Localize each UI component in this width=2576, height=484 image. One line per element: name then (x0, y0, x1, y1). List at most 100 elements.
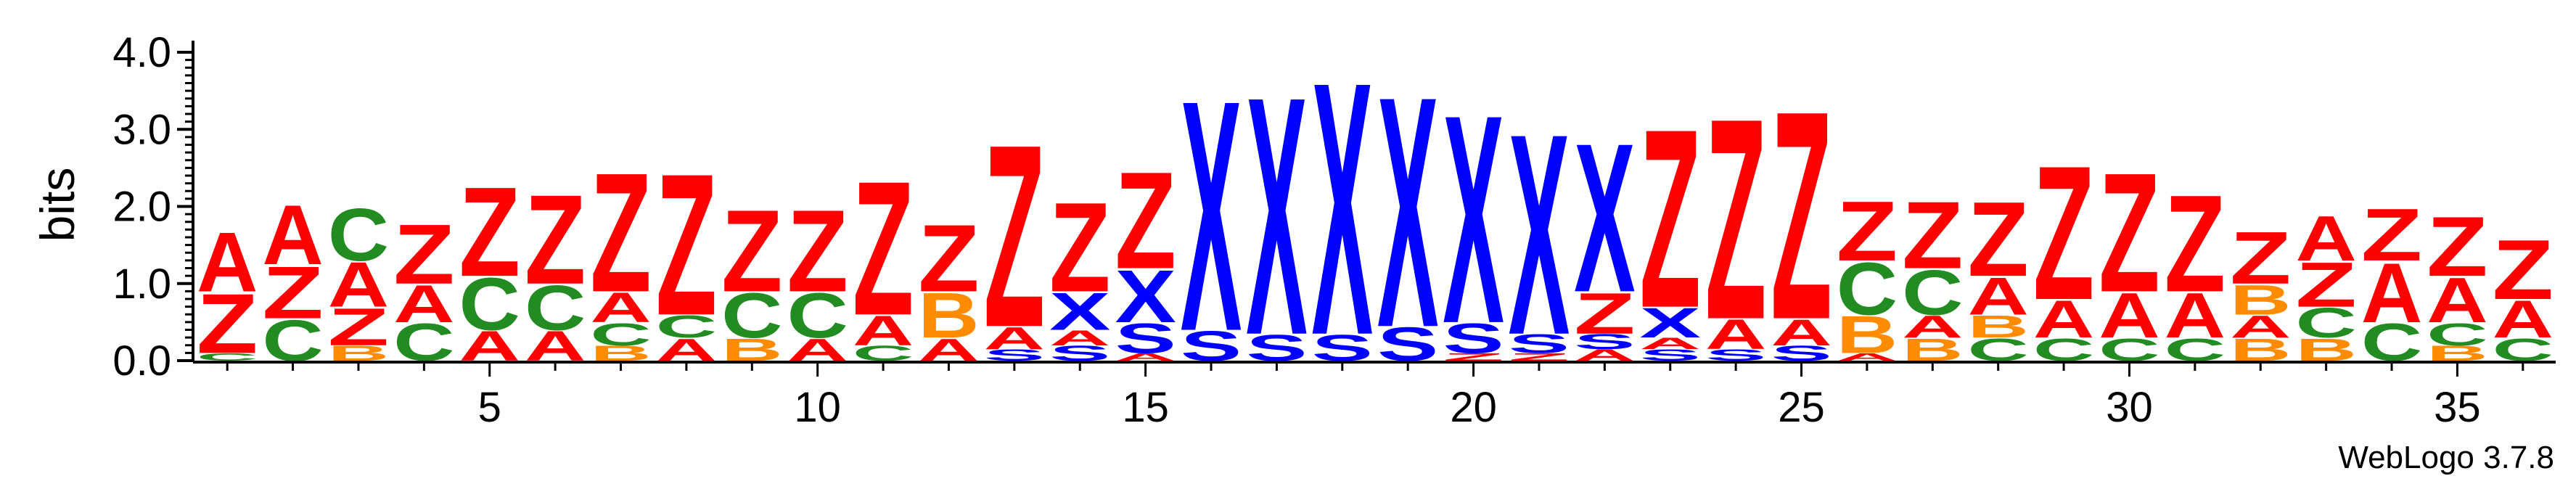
logo-letter-7-z-3: Z (590, 137, 651, 327)
logo-letter-31-a-1: A (2165, 279, 2226, 351)
logo-letter-5-z-2: Z (459, 160, 520, 303)
logo-letter-21-z-0: Z (1509, 351, 1570, 363)
logo-letter-19-x-1: X (1377, 28, 1439, 396)
logo-letter-30-z-2: Z (2099, 137, 2159, 327)
logo-letter-36-z-2: Z (2493, 223, 2554, 318)
logo-letter-15-s-1: S (1115, 314, 1176, 361)
logo-letter-35-z-3: Z (2427, 200, 2487, 295)
logo-letter-9-z-2: Z (721, 185, 782, 316)
logo-letter-8-c-1: C (656, 308, 717, 344)
logo-letter-24-z-2: Z (1705, 59, 1766, 380)
logo-letter-22-s-1: S (1574, 330, 1635, 354)
logo-letter-6-c-1: C (525, 272, 586, 344)
logo-letter-14-a-1: A (1049, 327, 1110, 350)
logo-letter-28-a-2: A (1968, 266, 2029, 326)
logo-letter-14-x-2: X (1049, 282, 1110, 341)
logo-letter-18-x-1: X (1312, 7, 1374, 411)
logo-letter-12-b-1: B (918, 279, 979, 351)
logo-letter-26-c-2: C (1837, 247, 1898, 331)
logo-letter-2-a-2: A (262, 187, 323, 282)
logo-letter-3-z-1: Z (328, 298, 389, 357)
y-tick-label: 0.0 (112, 337, 171, 385)
logo-letter-15-a-0: A (1115, 351, 1176, 363)
x-tick-label: 35 (2434, 384, 2481, 431)
logo-letter-27-c-2: C (1902, 256, 1963, 328)
logo-letter-27-z-3: Z (1902, 181, 1963, 288)
logo-letter-8-z-2: Z (656, 131, 717, 358)
logo-letter-32-a-1: A (2230, 308, 2291, 344)
logo-letter-34-a-1: A (2361, 245, 2422, 340)
logo-letter-3-a-2: A (328, 249, 389, 321)
logo-letter-9-c-1: C (721, 279, 782, 351)
logo-letter-29-a-1: A (2033, 290, 2094, 349)
logo-letter-7-c-1: C (590, 316, 651, 352)
footer-version: WebLogo 3.7.8 (2338, 440, 2554, 475)
logo-letter-12-z-2: Z (918, 205, 979, 311)
logo-letter-20-z-0: Z (1443, 351, 1504, 363)
y-axis: 0.0 1.0 2.0 3.0 4.0 (112, 29, 194, 385)
logo-letter-25-a-1: A (1771, 312, 1831, 353)
logo-letter-23-x-2: X (1640, 299, 1701, 346)
logo-letter-13-a-1: A (984, 320, 1045, 356)
logo-letter-17-x-1: X (1246, 25, 1308, 406)
logo-letter-2-z-1: Z (262, 251, 323, 335)
logo-letter-32-z-3: Z (2230, 216, 2291, 300)
logo-letter-16-x-1: X (1181, 31, 1242, 400)
x-tick-label: 25 (1778, 384, 1825, 431)
logo-letter-4-z-2: Z (393, 208, 454, 303)
logo-letter-11-z-2: Z (853, 141, 914, 356)
logo-letter-32-b-2: B (2230, 276, 2291, 324)
x-axis: 5 10 15 20 25 30 35 (193, 361, 2556, 431)
logo-letter-26-a-0: A (1837, 351, 1898, 363)
logo-letter-36-a-1: A (2493, 290, 2554, 349)
logo-letter-7-a-2: A (590, 284, 651, 332)
y-tick-label: 1.0 (112, 261, 171, 308)
logo-letter-35-c-1: C (2427, 316, 2487, 352)
logo-letter-33-a-3: A (2295, 202, 2356, 274)
logo-letter-31-z-2: Z (2165, 167, 2226, 321)
logo-letter-21-x-2: X (1509, 75, 1570, 395)
logo-letter-22-x-3: X (1574, 99, 1635, 337)
y-tick-label: 4.0 (112, 29, 171, 76)
logo-letter-1-c-0: C (197, 351, 258, 363)
x-tick-label: 30 (2106, 384, 2153, 431)
y-axis-title: bits (30, 168, 84, 242)
logo-letter-15-z-3: Z (1115, 144, 1176, 298)
x-tick-label: 15 (1122, 384, 1169, 431)
logo-letter-24-a-1: A (1705, 311, 1766, 358)
logo-letter-28-b-1: B (1968, 308, 2029, 344)
logo-letter-23-a-1: A (1640, 335, 1701, 353)
logo-letter-27-a-1: A (1902, 308, 1963, 344)
logo-letter-20-s-1: S (1443, 314, 1504, 361)
logo-letter-6-z-2: Z (525, 168, 586, 311)
logo-letter-4-a-1: A (393, 274, 454, 334)
y-tick-label: 3.0 (112, 106, 171, 153)
x-tick-label: 10 (794, 384, 841, 431)
logo-letter-20-x-2: X (1443, 54, 1504, 386)
logo-letter-23-z-3: Z (1640, 75, 1701, 361)
logo-letter-26-z-3: Z (1837, 184, 1898, 279)
logo-letter-13-z-2: Z (984, 90, 1045, 381)
logo-letter-3-c-3: C (328, 194, 389, 277)
logo-letter-29-z-2: Z (2033, 126, 2094, 340)
logo-letter-21-s-1: S (1509, 329, 1570, 358)
logo-letter-15-x-2: X (1115, 255, 1176, 338)
logo-letter-30-a-1: A (2099, 279, 2159, 351)
logo-letter-26-b-1: B (1837, 305, 1898, 364)
y-tick-label: 2.0 (112, 184, 171, 231)
logo-letter-25-z-2: Z (1771, 49, 1831, 381)
logo-letter-22-z-2: Z (1574, 281, 1635, 346)
logo-letter-10-z-2: Z (787, 185, 848, 316)
logo-letter-35-a-2: A (2427, 264, 2487, 336)
logo-letter-33-c-1: C (2295, 299, 2356, 347)
logo-letter-11-a-1: A (853, 306, 914, 354)
logo-letter-1-a-2: A (197, 214, 258, 309)
x-tick-label: 5 (478, 384, 501, 431)
logo-letter-1-z-1: Z (197, 276, 258, 372)
logo-letter-10-c-1: C (787, 279, 848, 351)
logo-letter-34-z-2: Z (2361, 193, 2422, 276)
logo-letter-5-c-1: C (459, 263, 520, 346)
logo-letter-28-z-3: Z (1968, 180, 2029, 299)
